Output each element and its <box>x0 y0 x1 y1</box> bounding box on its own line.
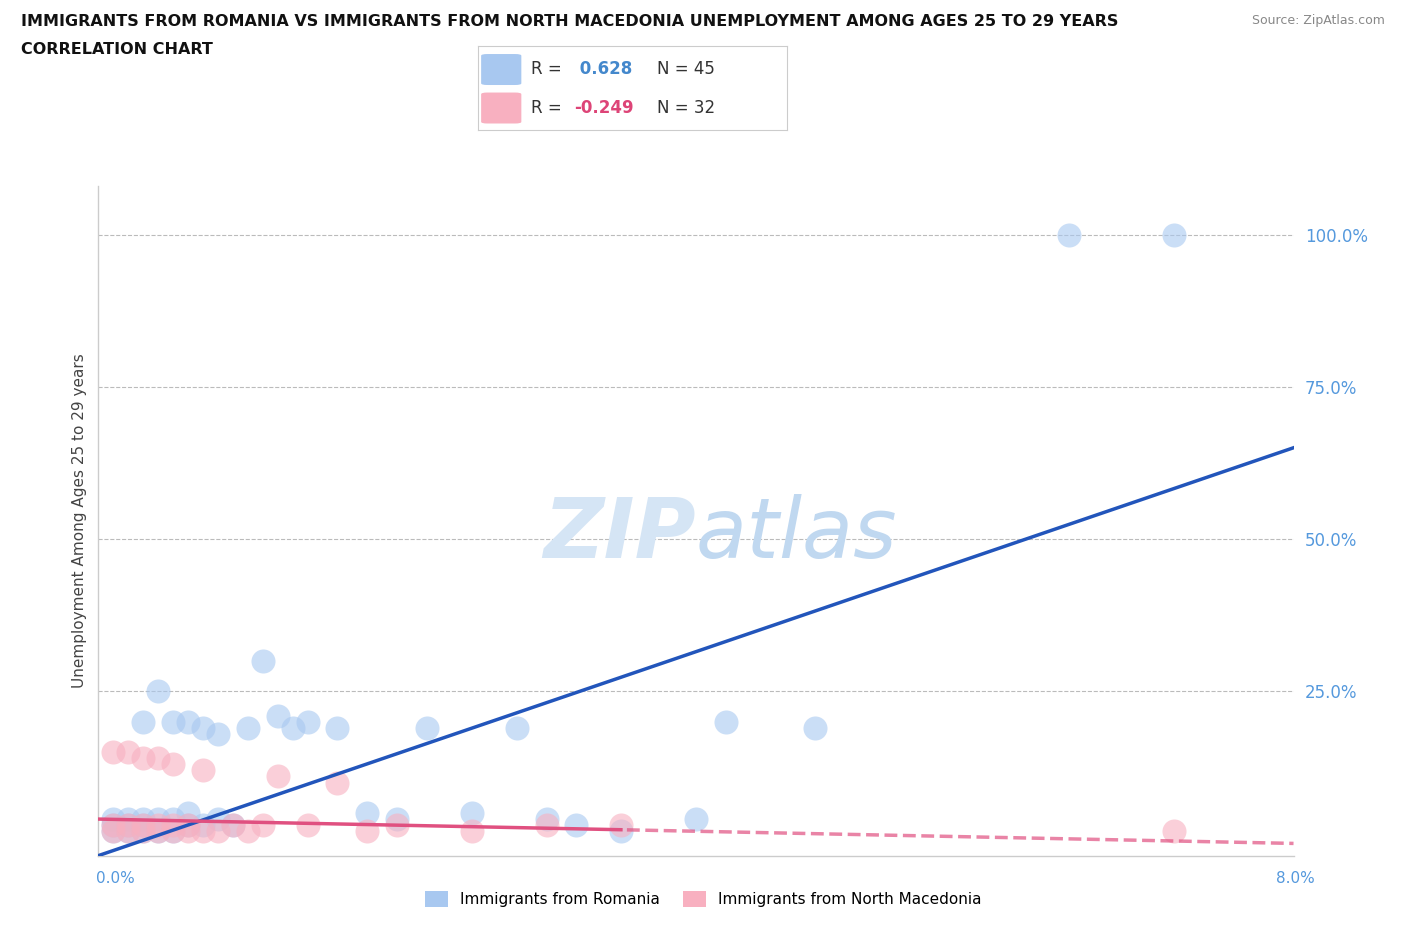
Point <box>162 757 184 772</box>
Point <box>297 714 319 729</box>
Text: atlas: atlas <box>696 494 897 575</box>
Text: 8.0%: 8.0% <box>1275 871 1315 886</box>
Point <box>132 824 155 839</box>
Point <box>207 726 229 741</box>
Point <box>506 721 529 736</box>
Text: CORRELATION CHART: CORRELATION CHART <box>21 42 212 57</box>
Point <box>207 824 229 839</box>
Point <box>267 708 290 723</box>
Point <box>132 751 155 765</box>
Point <box>191 721 214 736</box>
Point <box>222 817 245 832</box>
Text: R =: R = <box>530 60 561 78</box>
Point <box>416 721 439 736</box>
Point <box>148 817 170 832</box>
Point <box>103 817 125 832</box>
Text: Source: ZipAtlas.com: Source: ZipAtlas.com <box>1251 14 1385 27</box>
Point <box>117 824 139 839</box>
Y-axis label: Unemployment Among Ages 25 to 29 years: Unemployment Among Ages 25 to 29 years <box>72 353 87 688</box>
Point <box>162 812 184 827</box>
Point <box>565 817 588 832</box>
Point <box>191 817 214 832</box>
Point <box>191 763 214 777</box>
Text: -0.249: -0.249 <box>574 99 634 116</box>
Point <box>132 824 155 839</box>
Point <box>356 805 378 820</box>
Point <box>536 817 558 832</box>
Point <box>103 824 125 839</box>
Point <box>191 824 214 839</box>
Point <box>148 684 170 698</box>
Point <box>148 812 170 827</box>
Point <box>117 745 139 760</box>
Text: 0.628: 0.628 <box>574 60 633 78</box>
Point <box>1163 824 1185 839</box>
Point <box>117 812 139 827</box>
Text: R =: R = <box>530 99 561 116</box>
Point <box>222 817 245 832</box>
Point <box>132 817 155 832</box>
Point <box>117 824 139 839</box>
Point <box>281 721 304 736</box>
Point <box>132 714 155 729</box>
Point <box>162 817 184 832</box>
Point <box>356 824 378 839</box>
Point <box>148 824 170 839</box>
Text: N = 32: N = 32 <box>658 99 716 116</box>
Point <box>804 721 827 736</box>
Point <box>177 714 200 729</box>
Point <box>148 824 170 839</box>
Point <box>103 812 125 827</box>
Text: ZIP: ZIP <box>543 494 696 575</box>
Point <box>252 654 274 669</box>
Point <box>177 824 200 839</box>
Point <box>610 824 633 839</box>
Point <box>177 817 200 832</box>
Point <box>236 721 259 736</box>
Point <box>103 745 125 760</box>
Point <box>177 805 200 820</box>
Point <box>610 817 633 832</box>
Point <box>267 769 290 784</box>
Point <box>385 812 409 827</box>
Point <box>132 817 155 832</box>
Point <box>714 714 737 729</box>
Point <box>685 812 707 827</box>
Point <box>162 824 184 839</box>
Point <box>162 714 184 729</box>
Point <box>236 824 259 839</box>
Point <box>117 817 139 832</box>
Point <box>1163 227 1185 242</box>
Point <box>536 812 558 827</box>
Point <box>326 775 349 790</box>
FancyBboxPatch shape <box>481 93 522 124</box>
Point <box>148 751 170 765</box>
Point <box>297 817 319 832</box>
FancyBboxPatch shape <box>481 54 522 85</box>
Legend: Immigrants from Romania, Immigrants from North Macedonia: Immigrants from Romania, Immigrants from… <box>419 884 987 913</box>
Point <box>461 805 484 820</box>
Text: 0.0%: 0.0% <box>96 871 135 886</box>
Point <box>461 824 484 839</box>
Point <box>177 817 200 832</box>
Point <box>252 817 274 832</box>
Point <box>117 817 139 832</box>
Text: IMMIGRANTS FROM ROMANIA VS IMMIGRANTS FROM NORTH MACEDONIA UNEMPLOYMENT AMONG AG: IMMIGRANTS FROM ROMANIA VS IMMIGRANTS FR… <box>21 14 1118 29</box>
Point <box>326 721 349 736</box>
Point <box>103 824 125 839</box>
Point <box>103 817 125 832</box>
Point <box>385 817 409 832</box>
Point <box>132 812 155 827</box>
Point <box>162 824 184 839</box>
Point <box>207 812 229 827</box>
Text: N = 45: N = 45 <box>658 60 716 78</box>
Point <box>1059 227 1081 242</box>
